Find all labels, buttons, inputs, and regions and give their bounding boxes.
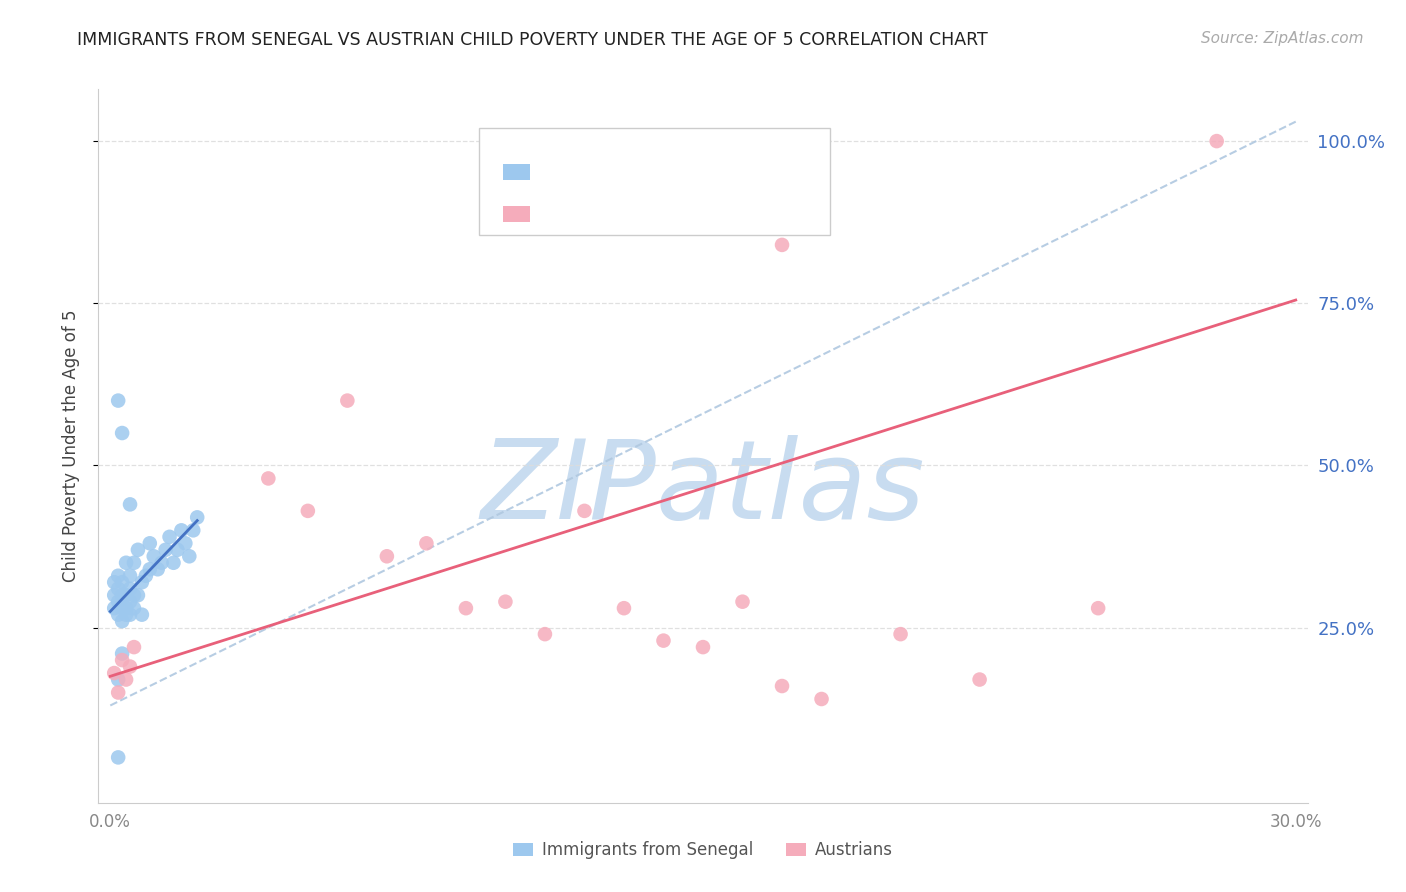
- Point: [111, 647, 134, 661]
- Point: [336, 393, 359, 408]
- Point: [115, 607, 138, 622]
- Point: [731, 595, 754, 609]
- Point: [969, 673, 991, 687]
- Point: [103, 575, 125, 590]
- Point: [692, 640, 714, 654]
- Point: [107, 750, 129, 764]
- Text: Source: ZipAtlas.com: Source: ZipAtlas.com: [1201, 31, 1364, 46]
- Point: [494, 595, 516, 609]
- Point: [574, 504, 596, 518]
- Point: [118, 659, 141, 673]
- Point: [107, 393, 129, 408]
- Point: [111, 575, 134, 590]
- Point: [118, 497, 141, 511]
- Point: [122, 556, 145, 570]
- Point: [103, 601, 125, 615]
- Point: [162, 556, 184, 570]
- Point: [103, 666, 125, 681]
- Point: [111, 653, 134, 667]
- Point: [107, 568, 129, 582]
- Point: [107, 582, 129, 596]
- Point: [111, 614, 134, 628]
- Point: [1205, 134, 1227, 148]
- Point: [118, 607, 141, 622]
- Point: [770, 679, 793, 693]
- Point: [415, 536, 437, 550]
- Point: [122, 588, 145, 602]
- Point: [107, 673, 129, 687]
- Point: [179, 549, 201, 564]
- Point: [103, 588, 125, 602]
- Point: [297, 504, 319, 518]
- Point: [810, 692, 832, 706]
- Legend: Immigrants from Senegal, Austrians: Immigrants from Senegal, Austrians: [506, 835, 900, 866]
- Bar: [503, 206, 530, 222]
- Point: [155, 542, 177, 557]
- Text: N = 26: N = 26: [665, 205, 733, 223]
- Point: [135, 568, 157, 582]
- Text: R = 0.499: R = 0.499: [544, 205, 643, 223]
- Point: [890, 627, 912, 641]
- Point: [127, 588, 149, 602]
- FancyBboxPatch shape: [479, 128, 830, 235]
- Point: [115, 556, 138, 570]
- Point: [375, 549, 398, 564]
- Point: [534, 627, 557, 641]
- Point: [174, 536, 197, 550]
- Point: [118, 595, 141, 609]
- Point: [770, 238, 793, 252]
- Point: [150, 556, 173, 570]
- Point: [111, 425, 134, 440]
- Point: [166, 542, 188, 557]
- Point: [454, 601, 477, 615]
- Point: [127, 542, 149, 557]
- Point: [107, 685, 129, 699]
- Point: [613, 601, 636, 615]
- Point: [170, 524, 193, 538]
- Y-axis label: Child Poverty Under the Age of 5: Child Poverty Under the Age of 5: [62, 310, 80, 582]
- Point: [146, 562, 169, 576]
- Point: [1087, 601, 1109, 615]
- Bar: [503, 164, 530, 180]
- Point: [652, 633, 675, 648]
- Point: [257, 471, 280, 485]
- Text: ZIPatlas: ZIPatlas: [481, 435, 925, 542]
- Point: [181, 524, 204, 538]
- Point: [142, 549, 165, 564]
- Point: [115, 588, 138, 602]
- Point: [118, 582, 141, 596]
- Point: [115, 673, 138, 687]
- Point: [122, 640, 145, 654]
- Point: [111, 588, 134, 602]
- Point: [118, 568, 141, 582]
- Point: [115, 601, 138, 615]
- Point: [131, 575, 153, 590]
- Text: N = 47: N = 47: [665, 163, 733, 181]
- Point: [139, 536, 162, 550]
- Point: [111, 601, 134, 615]
- Text: IMMIGRANTS FROM SENEGAL VS AUSTRIAN CHILD POVERTY UNDER THE AGE OF 5 CORRELATION: IMMIGRANTS FROM SENEGAL VS AUSTRIAN CHIL…: [77, 31, 988, 49]
- Point: [186, 510, 208, 524]
- Point: [122, 601, 145, 615]
- Point: [139, 562, 162, 576]
- Point: [107, 595, 129, 609]
- Text: R = 0.236: R = 0.236: [544, 163, 643, 181]
- Point: [107, 607, 129, 622]
- Point: [159, 530, 181, 544]
- Point: [131, 607, 153, 622]
